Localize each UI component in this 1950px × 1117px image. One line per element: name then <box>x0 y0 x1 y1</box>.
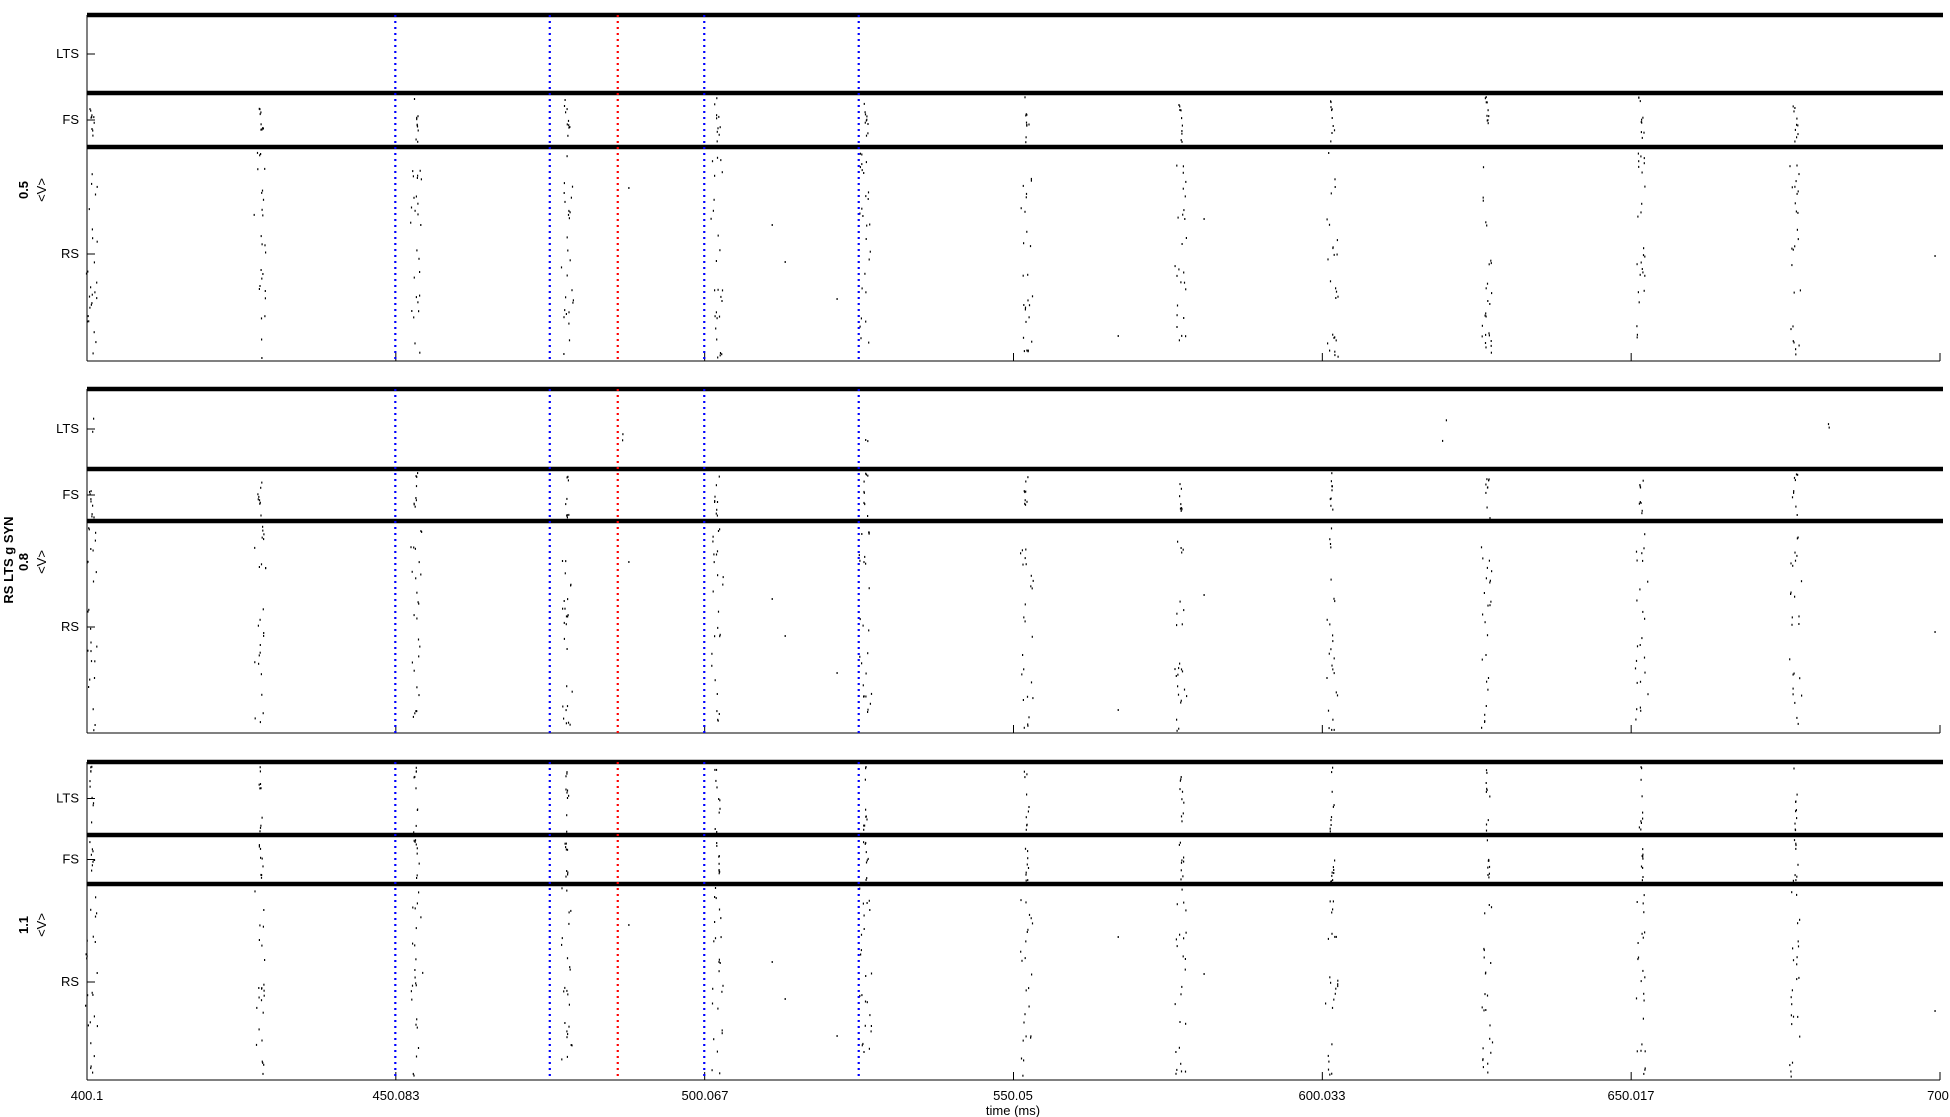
row-axis-label-0: <V> <box>34 178 49 202</box>
x-tick-label-1: 450.083 <box>373 1088 420 1103</box>
x-tick-label-4: 600.033 <box>1299 1088 1346 1103</box>
population-label-lts: LTS <box>56 791 79 806</box>
param-label-0: 0.5 <box>16 181 31 199</box>
param-label-1: 0.8 <box>16 553 31 571</box>
x-tick-label-2: 500.067 <box>682 1088 729 1103</box>
param-labels: 0.5 0.8 1.1 RS LTS g SYN <V> <V> <V> <box>1 178 49 937</box>
x-tick-label-3: 550.05 <box>993 1088 1033 1103</box>
x-tick-label-0: 400.1 <box>71 1088 104 1103</box>
row-axis-label-1: <V> <box>34 550 49 574</box>
population-label-fs: FS <box>62 852 79 867</box>
x-tick-label-5: 650.017 <box>1608 1088 1655 1103</box>
group-axis-label: RS LTS g SYN <box>1 516 16 603</box>
row-axis-label-2: <V> <box>34 913 49 937</box>
panels-layer: LTS FS RS LTS FS RS LTS FS RS <box>56 12 1943 1081</box>
population-label-rs: RS <box>61 246 79 261</box>
population-label-lts: LTS <box>56 421 79 436</box>
x-tick-label-6: 700 <box>1927 1088 1949 1103</box>
raster-panel-2: LTS FS RS <box>56 759 1943 1081</box>
population-label-fs: FS <box>62 487 79 502</box>
x-axis: 400.1 450.083 500.067 550.05 600.033 650… <box>71 1088 1949 1117</box>
raster-panel-0: LTS FS RS <box>56 12 1943 362</box>
population-label-fs: FS <box>62 112 79 127</box>
x-axis-title: time (ms) <box>986 1103 1040 1117</box>
raster-panel-1: LTS FS RS <box>56 386 1943 734</box>
population-label-rs: RS <box>61 974 79 989</box>
population-label-rs: RS <box>61 619 79 634</box>
param-label-2: 1.1 <box>16 916 31 934</box>
population-label-lts: LTS <box>56 46 79 61</box>
